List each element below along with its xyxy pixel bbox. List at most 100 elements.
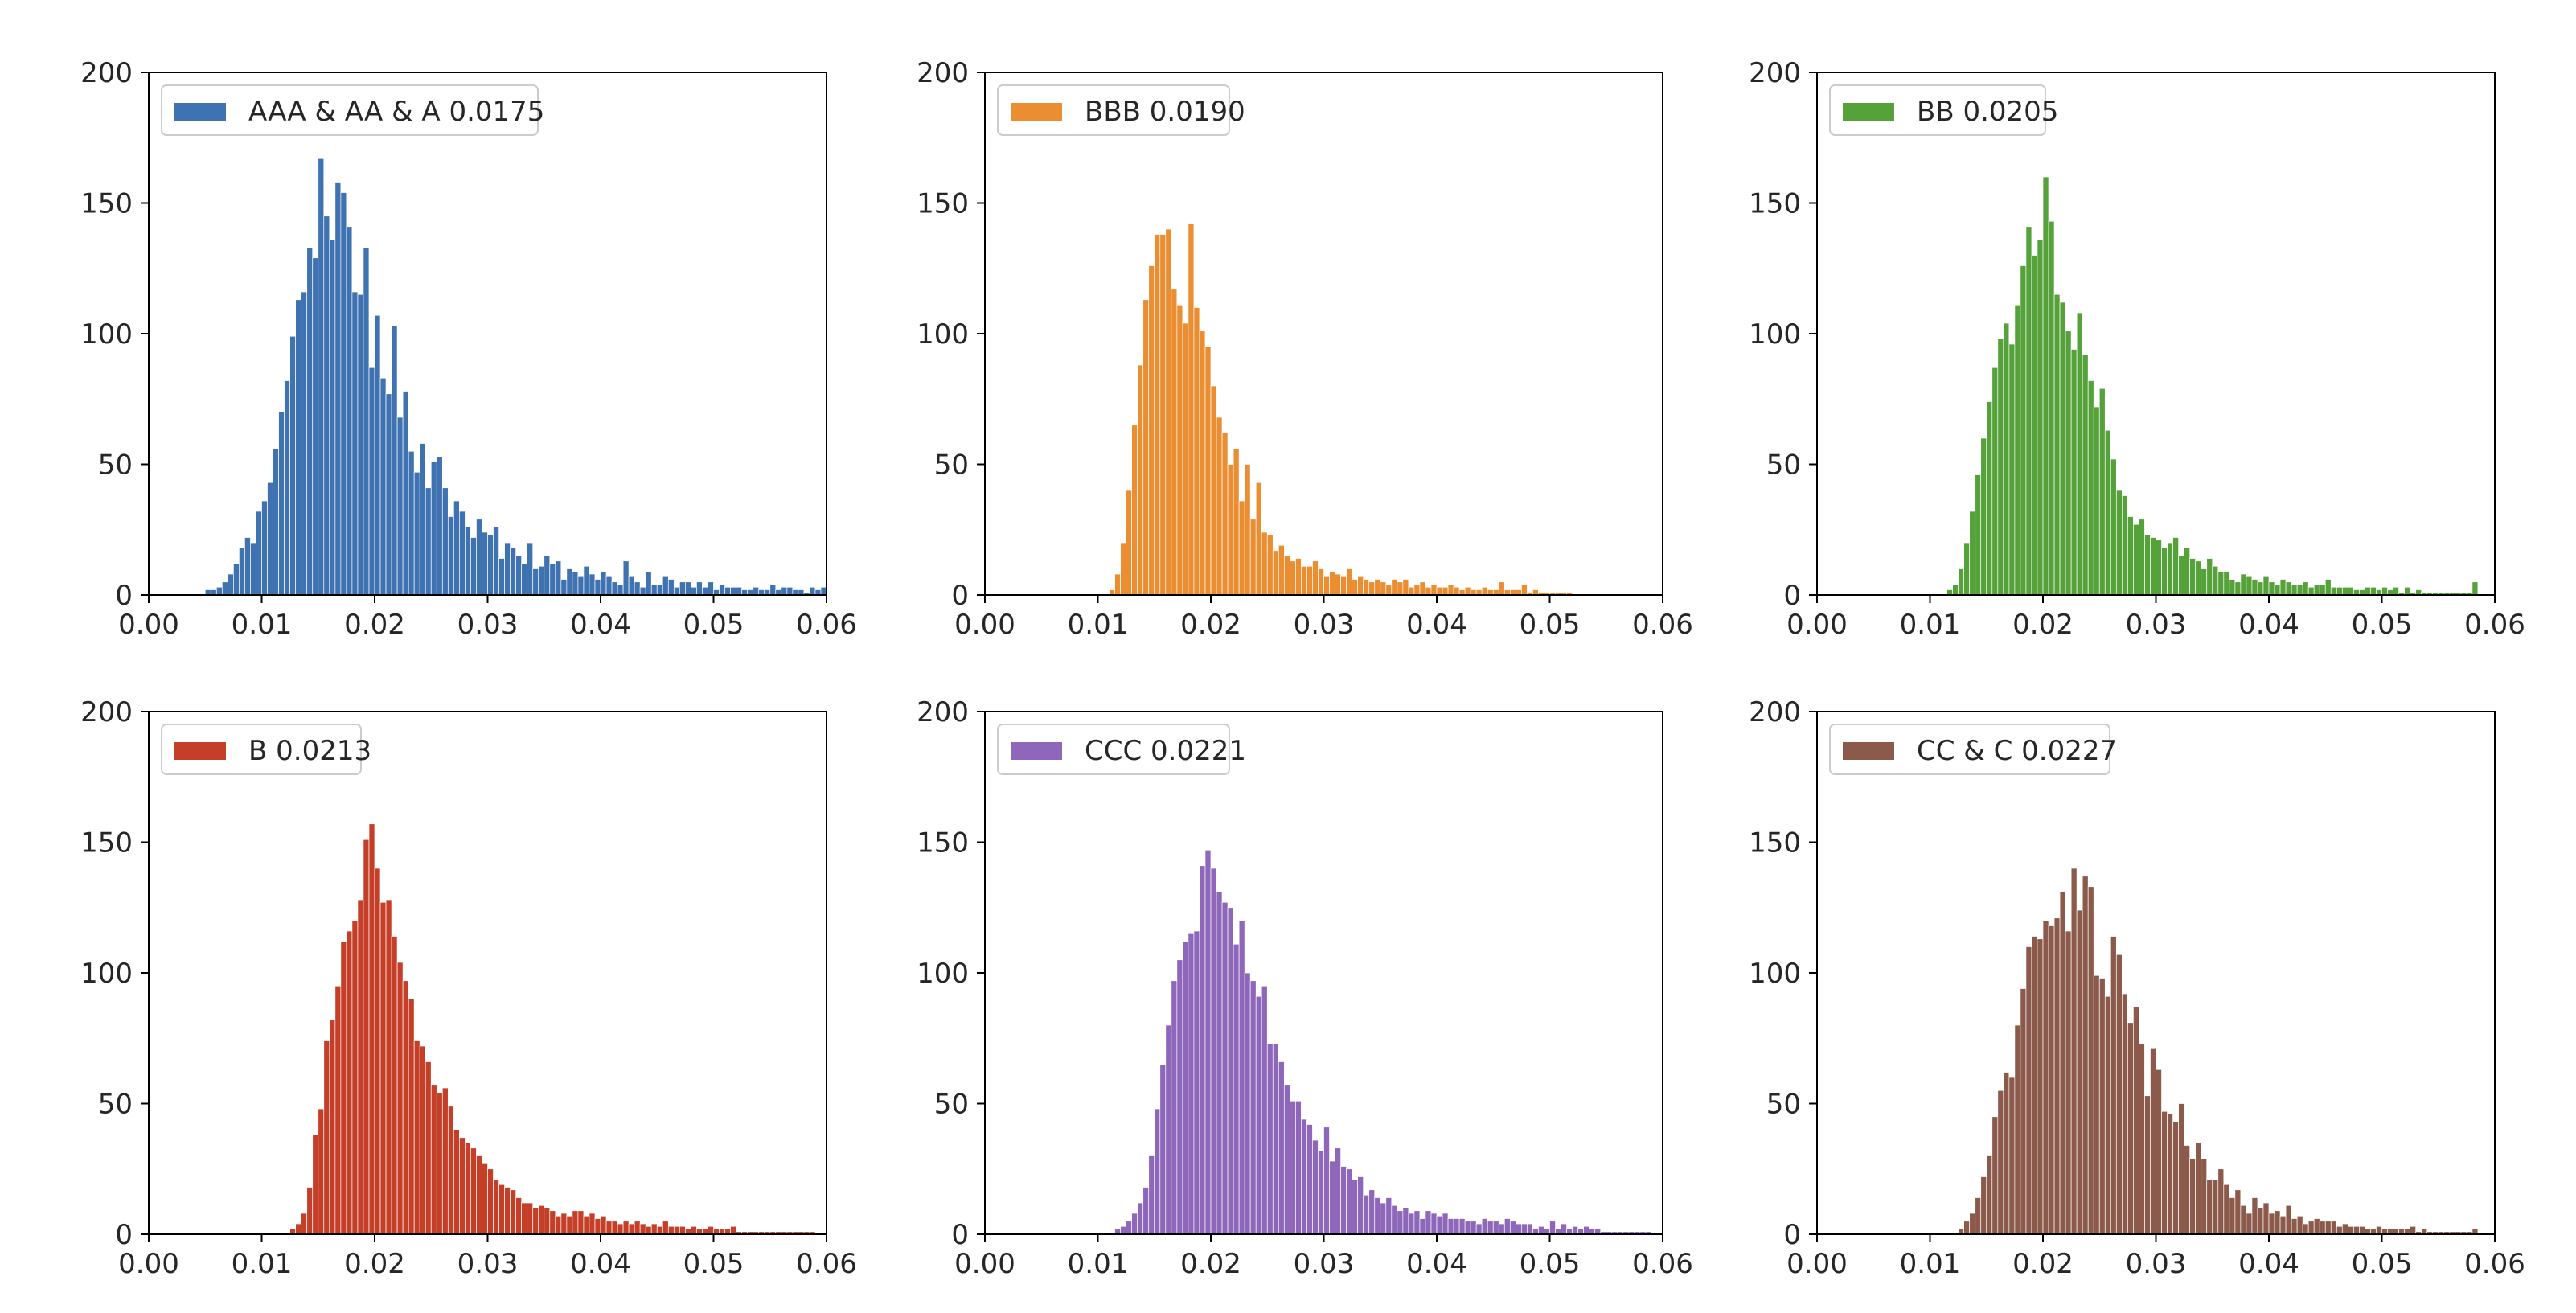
plot-area: [149, 712, 827, 1234]
histogram-bar: [1481, 586, 1488, 596]
histogram-bar: [2307, 1221, 2315, 1235]
histogram-bar: [1368, 581, 1376, 596]
histogram-bar: [1278, 544, 1285, 596]
histogram-bar: [273, 448, 279, 596]
histogram-bar: [374, 314, 381, 596]
histogram-bar: [650, 584, 658, 596]
x-tick-label: 0.06: [1632, 609, 1693, 641]
histogram-bar: [1278, 1061, 1285, 1235]
histogram-bar: [312, 1135, 319, 1235]
histogram-bar: [419, 443, 426, 596]
x-tick-label: 0.03: [1294, 1248, 1355, 1280]
histogram-bar: [1368, 1189, 1376, 1235]
histogram-bar: [2144, 534, 2151, 596]
histogram-bar: [2410, 1225, 2417, 1235]
histogram-bar: [2291, 584, 2298, 596]
histogram-bar: [1216, 416, 1223, 596]
histogram-bar: [1312, 560, 1319, 596]
histogram-bar: [453, 1129, 460, 1235]
histogram-bar: [228, 573, 234, 596]
histogram-bar: [2031, 936, 2038, 1235]
histogram-bar: [1295, 558, 1302, 596]
histogram-bar: [2353, 1225, 2360, 1235]
histogram-bar: [2212, 1179, 2219, 1235]
histogram-bar: [408, 999, 415, 1235]
y-tick-label: 150: [1749, 827, 1801, 860]
histogram-bar: [1436, 586, 1443, 596]
x-tick-label: 0.01: [232, 1248, 293, 1280]
x-tick-label: 0.03: [457, 609, 519, 641]
histogram-bar: [1335, 573, 1341, 596]
histogram-bar: [2020, 265, 2027, 596]
histogram-bar: [2082, 876, 2089, 1235]
histogram-bar: [1244, 464, 1251, 596]
histogram-bar: [730, 586, 736, 596]
histogram-bar: [667, 1225, 675, 1235]
histogram-bar: [357, 293, 364, 596]
histogram-bar: [1323, 576, 1330, 596]
histogram-bar: [515, 555, 523, 596]
x-tick-label: 0.04: [1406, 1248, 1467, 1280]
histogram-bar: [566, 568, 573, 596]
histogram-bar: [1402, 1208, 1409, 1235]
histogram-bar: [2291, 1218, 2298, 1235]
histogram-bar: [2195, 1142, 2202, 1235]
histogram-bar: [1487, 1221, 1494, 1235]
histogram-bar: [1120, 1225, 1126, 1235]
x-tick-label: 0.06: [796, 1248, 857, 1280]
x-tick-label: 0.06: [2464, 609, 2525, 641]
histogram-bar: [2098, 978, 2106, 1235]
x-tick-label: 0.01: [232, 609, 293, 641]
histogram-bar: [1436, 1215, 1443, 1235]
histogram-bar: [2076, 312, 2083, 596]
histogram-bar: [334, 182, 342, 596]
chart-panel-5: 0.00 0.01 0.02 0.03 0.04 0.05 0.06 0 50 100 150 200…: [917, 696, 1693, 1280]
histogram-bar: [1385, 584, 1393, 596]
histogram-bar: [708, 581, 714, 596]
histogram-bar: [1171, 289, 1178, 596]
histogram-bar: [696, 581, 703, 596]
histogram-bar: [1154, 1108, 1161, 1235]
plot-area: [985, 72, 1663, 595]
x-tick-label: 0.05: [2352, 1248, 2413, 1280]
histogram-bar: [1165, 228, 1172, 596]
histogram-bar: [611, 1221, 618, 1235]
histogram-bar: [2206, 558, 2213, 596]
histogram-bar: [538, 1204, 545, 1235]
y-tick-label: 0: [1783, 580, 1801, 612]
x-tick-label: 0.00: [954, 1248, 1015, 1280]
histogram-bar: [1249, 980, 1257, 1235]
histogram-bar: [1238, 500, 1245, 596]
histogram-bar: [769, 584, 777, 596]
histogram-bar: [1148, 265, 1155, 596]
histogram-bar: [622, 1221, 630, 1235]
histogram-bar: [2093, 974, 2100, 1235]
histogram-bar: [1430, 584, 1438, 596]
histogram-bar: [1357, 576, 1364, 596]
histogram-bar: [1154, 234, 1161, 596]
histogram-bar: [560, 1212, 568, 1235]
x-tick-label: 0.02: [1180, 609, 1241, 641]
histogram-bar: [2257, 581, 2264, 596]
legend-label: CC & C 0.0227: [1917, 735, 2117, 767]
histogram-bar: [572, 571, 579, 596]
histogram-bar: [1244, 972, 1251, 1235]
histogram-bar: [527, 1202, 534, 1235]
histogram-bar: [318, 158, 325, 596]
histogram-bar: [1475, 1223, 1483, 1235]
histogram-bar: [306, 1187, 314, 1235]
histogram-bar: [368, 367, 375, 596]
chart-panel-3: 0.00 0.01 0.02 0.03 0.04 0.05 0.06 0 50 100 150 200…: [1749, 57, 2525, 641]
histogram-bar: [1188, 224, 1195, 596]
histogram-bar: [2104, 995, 2111, 1235]
x-tick-label: 0.05: [683, 609, 744, 641]
y-tick-label: 150: [917, 827, 969, 860]
histogram-bar: [441, 487, 449, 596]
histogram-bar: [2161, 1110, 2168, 1235]
histogram-bar: [572, 1210, 579, 1235]
histogram-bar: [385, 393, 392, 596]
histogram-bar: [2025, 226, 2032, 596]
histogram-bar: [1301, 1118, 1307, 1235]
histogram-bar: [691, 586, 697, 596]
histogram-bar: [1120, 542, 1126, 596]
